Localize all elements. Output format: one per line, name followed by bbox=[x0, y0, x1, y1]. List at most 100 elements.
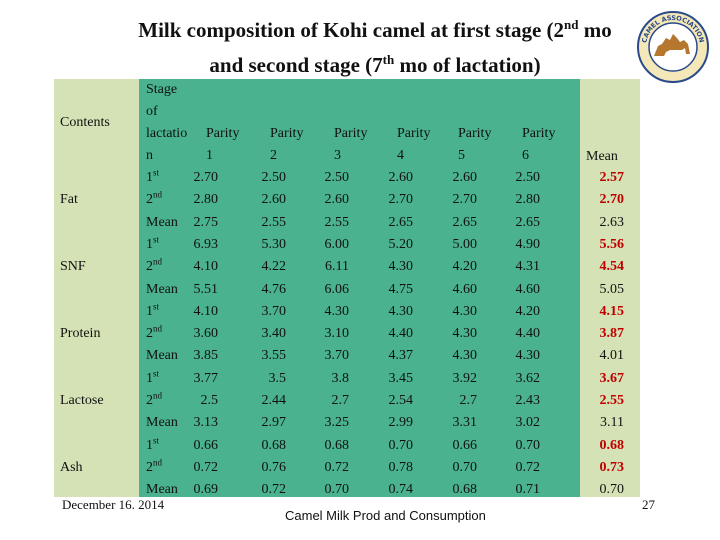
mean-value: 5.56 bbox=[599, 236, 625, 252]
value-cell: 4.60 bbox=[452, 281, 478, 297]
value-cell: 0.76 bbox=[261, 459, 287, 475]
value-cell: 3.40 bbox=[261, 326, 287, 342]
value-cell: 2.60 bbox=[388, 170, 414, 185]
value-cell: 0.70 bbox=[515, 437, 541, 453]
value-cell: 4.75 bbox=[388, 281, 414, 297]
value-cell: 4.30 bbox=[324, 303, 350, 319]
value-cell: 0.66 bbox=[452, 437, 478, 453]
parity-header-number: 4 bbox=[397, 148, 404, 163]
stage-label: Mean bbox=[146, 415, 178, 431]
value-cell: 3.02 bbox=[515, 415, 541, 431]
value-cell: 4.30 bbox=[388, 303, 414, 319]
value-cell: 4.40 bbox=[515, 326, 541, 342]
stage-label: 1st bbox=[146, 301, 160, 319]
value-cell: 6.06 bbox=[324, 281, 350, 297]
mean-value: 2.70 bbox=[599, 192, 625, 208]
value-cell: 0.70 bbox=[388, 437, 414, 453]
value-cell: 5.30 bbox=[261, 236, 287, 252]
value-cell: 3.8 bbox=[331, 370, 350, 386]
value-cell: 2.70 bbox=[452, 192, 478, 208]
value-cell: 2.54 bbox=[388, 393, 414, 408]
value-cell: 0.71 bbox=[515, 482, 541, 498]
value-cell: 2.55 bbox=[324, 214, 350, 230]
value-cell: 0.66 bbox=[193, 437, 219, 453]
value-cell: 2.80 bbox=[193, 192, 219, 208]
value-cell: 4.30 bbox=[452, 303, 478, 319]
mean-value: 0.70 bbox=[599, 482, 625, 498]
value-cell: 4.30 bbox=[452, 348, 478, 364]
parity-header: Parity bbox=[522, 126, 556, 141]
stage-label: 2nd bbox=[146, 189, 162, 208]
mean-value: 5.05 bbox=[599, 281, 625, 297]
value-cell: 3.55 bbox=[261, 348, 287, 364]
value-cell: 2.55 bbox=[261, 214, 287, 230]
value-cell: 2.70 bbox=[388, 192, 414, 208]
value-cell: 4.30 bbox=[452, 326, 478, 342]
stage-label: 1st bbox=[146, 167, 160, 185]
value-cell: 2.5 bbox=[200, 393, 219, 408]
stage-label: 2nd bbox=[146, 256, 162, 275]
title-line-2: and second stage (7th mo of lactation) bbox=[209, 52, 541, 77]
value-cell: 2.60 bbox=[324, 192, 350, 208]
value-cell: 2.65 bbox=[452, 214, 478, 230]
stage-header: n bbox=[146, 148, 153, 163]
stage-label: 2nd bbox=[146, 457, 162, 475]
camel-association-seal-icon: CAMEL ASSOCIATION OF PAKISTAN bbox=[636, 10, 709, 83]
value-cell: 4.76 bbox=[261, 281, 287, 297]
value-cell: 3.31 bbox=[452, 415, 478, 431]
value-cell: 4.40 bbox=[388, 326, 414, 342]
content-label: SNF bbox=[60, 259, 86, 275]
value-cell: 2.80 bbox=[515, 192, 541, 208]
value-cell: 3.13 bbox=[193, 415, 219, 431]
value-cell: 5.00 bbox=[452, 236, 478, 252]
value-cell: 0.74 bbox=[388, 482, 414, 498]
stage-label: Mean bbox=[146, 482, 178, 498]
value-cell: 3.45 bbox=[388, 370, 414, 386]
value-cell: 6.11 bbox=[325, 259, 349, 275]
content-label: Lactose bbox=[60, 393, 104, 408]
stage-header: of bbox=[146, 104, 158, 119]
content-label: Ash bbox=[60, 459, 83, 475]
value-cell: 2.7 bbox=[331, 393, 350, 408]
value-cell: 2.50 bbox=[324, 170, 350, 185]
value-cell: 3.77 bbox=[193, 370, 219, 386]
parity-header-number: 1 bbox=[206, 148, 213, 163]
stage-label: 2nd bbox=[146, 323, 162, 342]
content-label: Protein bbox=[60, 326, 101, 342]
value-cell: 0.72 bbox=[324, 459, 350, 475]
value-cell: 6.00 bbox=[324, 236, 350, 252]
value-cell: 2.97 bbox=[261, 415, 287, 431]
stage-header: Stage bbox=[146, 82, 178, 97]
page-number: 27 bbox=[642, 497, 655, 512]
value-cell: 0.72 bbox=[261, 482, 287, 498]
value-cell: 3.60 bbox=[193, 326, 219, 342]
value-cell: 2.60 bbox=[452, 170, 478, 185]
value-cell: 0.68 bbox=[324, 437, 350, 453]
value-cell: 0.72 bbox=[515, 459, 541, 475]
slide-title: Milk composition of Kohi camel at first … bbox=[60, 10, 690, 80]
content-label: Fat bbox=[60, 192, 78, 208]
contents-header: Contents bbox=[60, 115, 110, 130]
mean-value: 2.63 bbox=[599, 214, 625, 230]
mean-value: 0.73 bbox=[599, 459, 625, 475]
mean-value: 2.57 bbox=[599, 170, 625, 185]
value-cell: 6.93 bbox=[193, 236, 219, 252]
value-cell: 3.25 bbox=[324, 415, 350, 431]
footer-date: December 16. 2014 bbox=[62, 497, 165, 512]
value-cell: 0.78 bbox=[388, 459, 414, 475]
value-cell: 4.22 bbox=[261, 259, 287, 275]
parity-header: Parity bbox=[206, 126, 240, 141]
value-cell: 4.10 bbox=[193, 259, 219, 275]
value-cell: 2.99 bbox=[388, 415, 414, 431]
parity-header-number: 2 bbox=[270, 148, 277, 163]
value-cell: 4.20 bbox=[452, 259, 478, 275]
value-cell: 2.60 bbox=[261, 192, 287, 208]
mean-value: 4.15 bbox=[599, 303, 625, 319]
stage-label: 2nd bbox=[146, 390, 162, 408]
value-cell: 3.70 bbox=[261, 303, 287, 319]
stage-label: 1st bbox=[146, 234, 160, 252]
value-cell: 2.75 bbox=[193, 214, 219, 230]
stage-label: Mean bbox=[146, 281, 178, 297]
stage-label: Mean bbox=[146, 214, 178, 230]
value-cell: 3.70 bbox=[324, 348, 350, 364]
